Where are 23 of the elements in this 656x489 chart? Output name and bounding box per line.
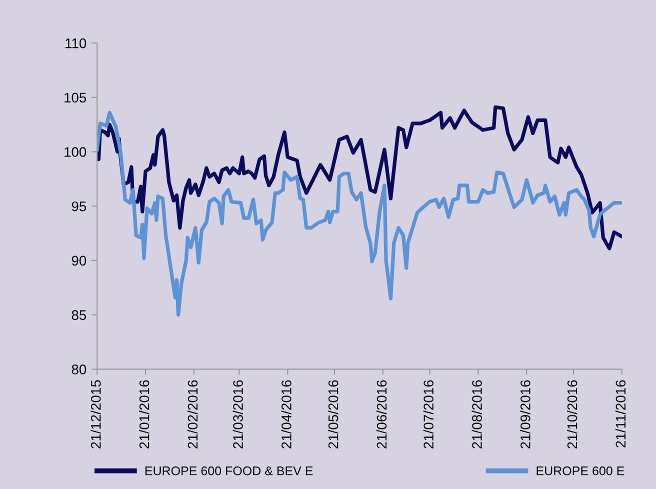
line-series bbox=[97, 105, 622, 250]
y-tick-label: 85 bbox=[72, 310, 86, 320]
y-tick-label: 95 bbox=[72, 201, 86, 212]
legend-label: EUROPE 600 E bbox=[536, 466, 624, 476]
x-tick-label: 21/01/2016 bbox=[139, 380, 150, 448]
x-tick-label: 21/09/2016 bbox=[520, 380, 530, 448]
y-tick-label: 105 bbox=[64, 92, 86, 103]
line-series bbox=[97, 110, 622, 317]
y-tick-label: 110 bbox=[66, 38, 86, 48]
x-tick-label: 21/11/2016 bbox=[615, 380, 626, 448]
x-tick-label: 21/04/2016 bbox=[281, 380, 292, 448]
y-tick-label: 80 bbox=[72, 364, 86, 374]
x-tick-label: 21/10/2016 bbox=[566, 380, 578, 448]
x-tick-label: 21/05/2016 bbox=[328, 380, 338, 448]
x-tick-label: 21/12/2015 bbox=[90, 380, 101, 448]
y-tick-label: 90 bbox=[72, 256, 86, 266]
x-tick-label: 21/02/2016 bbox=[187, 380, 198, 448]
legend-label: EUROPE 600 FOOD & BEV E bbox=[145, 466, 313, 476]
x-tick-label: 21/03/2016 bbox=[232, 380, 243, 448]
y-tick-label: 100 bbox=[64, 147, 86, 157]
x-tick-label: 21/07/2016 bbox=[423, 380, 434, 448]
x-tick-label: 21/06/2016 bbox=[376, 380, 387, 448]
x-tick-label: 21/08/2016 bbox=[472, 380, 482, 448]
